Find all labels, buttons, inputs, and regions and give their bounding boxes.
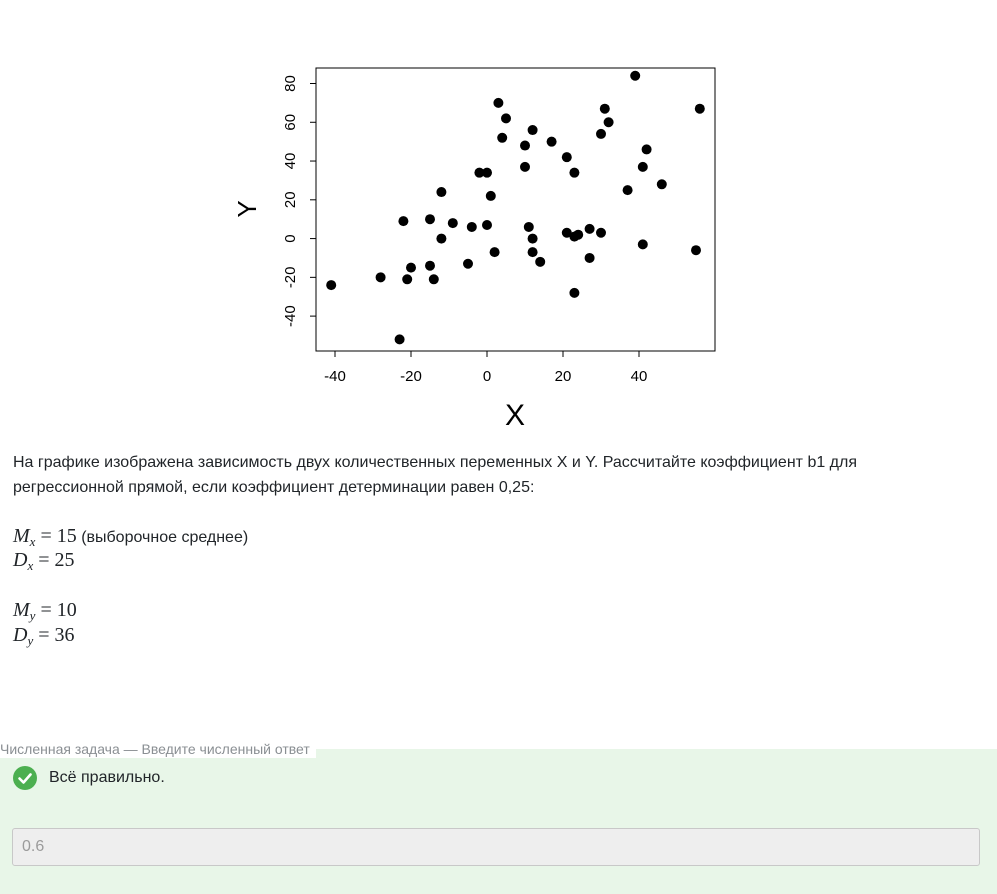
x-axis-title: X (505, 399, 525, 432)
data-point (596, 128, 606, 139)
data-point (535, 256, 546, 267)
data-point (596, 227, 606, 238)
variance-y-line: Dy = 36 (13, 623, 75, 653)
data-point (436, 233, 447, 244)
data-point (520, 140, 530, 151)
data-point (656, 179, 667, 190)
variance-x-symbol: Dx = (13, 549, 55, 573)
data-point (520, 161, 530, 172)
data-point (425, 214, 435, 225)
question-text: На графике изображена зависимость двух к… (13, 454, 858, 496)
data-point (375, 272, 386, 283)
feedback-text: Всё правильно. (49, 769, 165, 786)
x-axis: -40 -20 0 20 40 (324, 350, 648, 385)
y-tick-label: 0 (282, 234, 299, 242)
plot-box (315, 67, 716, 352)
check-circle-icon (13, 766, 37, 790)
variance-x-value: 25 (54, 549, 75, 571)
data-point (599, 103, 610, 114)
data-point (630, 70, 641, 81)
data-point (641, 144, 652, 155)
mean-x-line: Mx = 15 (выборочное среднее) (13, 524, 248, 554)
scatter-plot: -40 -20 0 20 40 -40 -20 0 20 40 60 80 X Y (232, 67, 716, 432)
data-point (561, 152, 572, 163)
data-point (466, 221, 477, 232)
data-point (694, 103, 705, 114)
mean-y-line: My = 10 (13, 598, 77, 628)
data-points (326, 70, 705, 345)
data-point (584, 223, 595, 234)
data-point (569, 287, 580, 298)
y-tick-label: -20 (282, 266, 299, 288)
x-tick-label: -20 (400, 368, 422, 385)
data-point (637, 161, 648, 172)
y-tick-label: 40 (282, 153, 299, 170)
data-point (482, 220, 492, 231)
data-point (482, 167, 492, 178)
data-point (402, 274, 413, 285)
data-point (398, 216, 409, 227)
data-point (447, 218, 458, 229)
data-point (394, 334, 405, 345)
variance-y-value: 36 (54, 624, 75, 646)
data-point (523, 221, 534, 232)
data-point (406, 262, 416, 273)
data-point (428, 274, 439, 285)
x-tick-label: 40 (631, 368, 648, 385)
data-point (489, 247, 500, 258)
answer-panel-title: Численная задача — Введите численный отв… (0, 740, 316, 758)
data-point (637, 239, 648, 250)
x-tick-label: 0 (483, 368, 491, 385)
y-tick-label: 20 (282, 191, 299, 208)
data-point (497, 132, 508, 143)
data-point (501, 113, 511, 124)
y-axis-title: Y (232, 200, 262, 217)
answer-panel (0, 749, 997, 894)
variance-x-line: Dx = 25 (13, 548, 75, 578)
y-axis: -40 -20 0 20 40 60 80 (282, 75, 317, 327)
mean-y-value: 10 (56, 599, 77, 621)
data-point (463, 258, 473, 269)
mean-x-value: 15 (56, 525, 77, 547)
data-point (546, 136, 557, 147)
y-tick-label: -40 (282, 305, 299, 327)
mean-x-symbol: Mx = (13, 525, 57, 549)
y-tick-label: 80 (282, 75, 299, 92)
data-point (527, 247, 538, 258)
data-point (527, 125, 538, 136)
data-point (425, 260, 435, 271)
mean-x-note: (выборочное среднее) (81, 529, 249, 546)
data-point (493, 97, 504, 108)
data-point (561, 227, 572, 238)
data-point (569, 167, 580, 178)
data-point (527, 233, 538, 244)
x-tick-label: -40 (324, 368, 346, 385)
data-point (474, 167, 485, 178)
variance-y-symbol: Dy = (13, 624, 55, 648)
data-point (603, 117, 614, 128)
answer-input[interactable] (12, 828, 980, 866)
data-point (622, 185, 633, 196)
data-point (326, 280, 337, 291)
data-point (436, 187, 447, 198)
y-tick-label: 60 (282, 114, 299, 131)
data-point (691, 245, 701, 256)
mean-y-symbol: My = (13, 599, 57, 623)
data-point (584, 252, 595, 263)
data-point (485, 190, 496, 201)
x-tick-label: 20 (555, 368, 572, 385)
data-point (573, 229, 584, 240)
